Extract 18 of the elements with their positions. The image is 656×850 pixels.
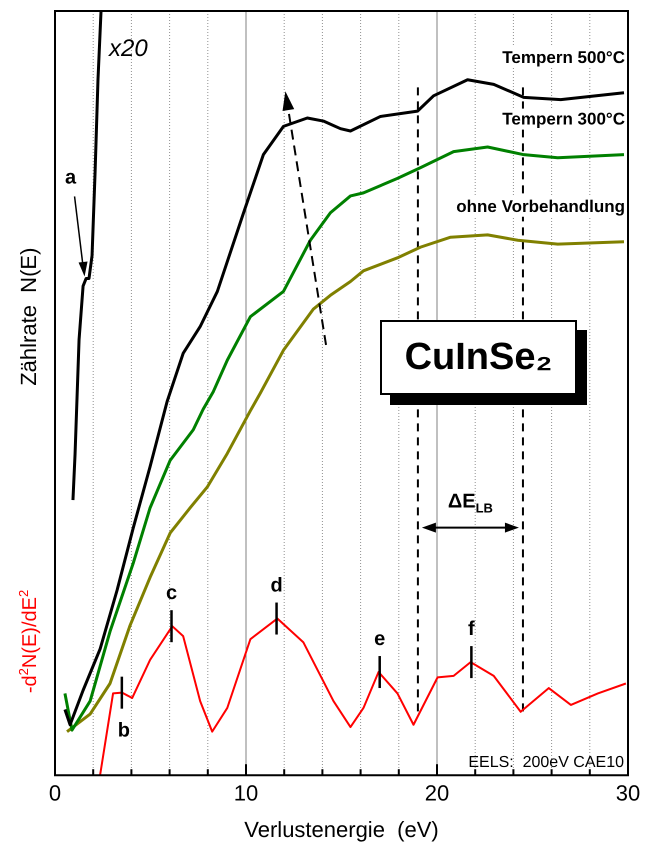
annotation: EELS: 200eV CAE10 bbox=[468, 754, 624, 772]
annotation: f bbox=[468, 618, 476, 640]
y2-axis-title: -d2N(E)/dE2 bbox=[16, 590, 41, 694]
x-tick-label: 30 bbox=[616, 780, 640, 806]
annotation: d bbox=[270, 574, 283, 597]
annotation: e bbox=[374, 628, 386, 650]
x-tick-label: 20 bbox=[424, 780, 450, 806]
annotation: a bbox=[65, 166, 77, 188]
series-label: ohne Vorbehandlung bbox=[456, 196, 625, 216]
series-label: Tempern 500°C bbox=[502, 48, 625, 67]
series-label: Tempern 300°C bbox=[502, 110, 625, 129]
annotation: b bbox=[118, 720, 130, 742]
annotation: c bbox=[166, 582, 178, 604]
x-axis-title: Verlustenergie (eV) bbox=[244, 816, 439, 842]
x-tick-label: 0 bbox=[48, 780, 62, 806]
series-label: x20 bbox=[108, 35, 148, 62]
x-tick-label: 10 bbox=[234, 780, 258, 806]
y-axis-title: Zählrate N(E) bbox=[16, 248, 41, 386]
